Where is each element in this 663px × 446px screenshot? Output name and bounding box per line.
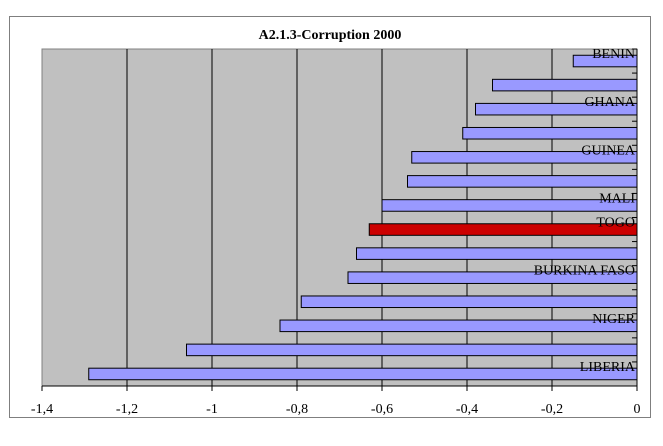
category-label: GHANA — [584, 95, 635, 110]
bar[interactable] — [88, 367, 638, 381]
x-tick-label: -0,8 — [286, 402, 308, 417]
bar[interactable] — [300, 295, 638, 309]
category-label: MALI — [599, 191, 635, 206]
bar[interactable] — [186, 343, 638, 357]
x-tick-label: -0,6 — [371, 402, 393, 417]
bar[interactable] — [462, 126, 638, 140]
category-label: TOGO — [596, 216, 635, 231]
category-label: BENIN — [592, 47, 635, 62]
x-tick-label: 0 — [634, 402, 641, 417]
plot-area: BENIN GHANA GUINEA MALI TOGO BURKINA FASO NIGE… — [31, 47, 641, 417]
category-label: BURKINA FASO — [534, 264, 635, 279]
x-tick-label: -1,2 — [116, 402, 138, 417]
chart-title: A2.1.3-Corruption 2000 — [259, 28, 402, 43]
bar[interactable] — [279, 319, 638, 333]
bar[interactable] — [356, 247, 638, 260]
x-tick-label: -1,4 — [31, 402, 53, 417]
chart-svg: A2.1.3-Corruption 2000 BENIN GHANA GUINEA M… — [31, 28, 641, 417]
chart-frame: A2.1.3-Corruption 2000 BENIN GHANA GUINEA M… — [9, 16, 651, 418]
category-label: LIBERIA — [580, 360, 636, 375]
plot-background — [41, 48, 638, 387]
x-tick-label: -0,2 — [541, 402, 563, 417]
category-label: NIGER — [592, 312, 635, 327]
bar[interactable] — [492, 78, 638, 92]
category-label: GUINEA — [581, 143, 636, 158]
x-tick-label: -0,4 — [456, 402, 478, 417]
bar[interactable] — [407, 175, 638, 188]
x-tick-label: -1 — [206, 402, 218, 417]
